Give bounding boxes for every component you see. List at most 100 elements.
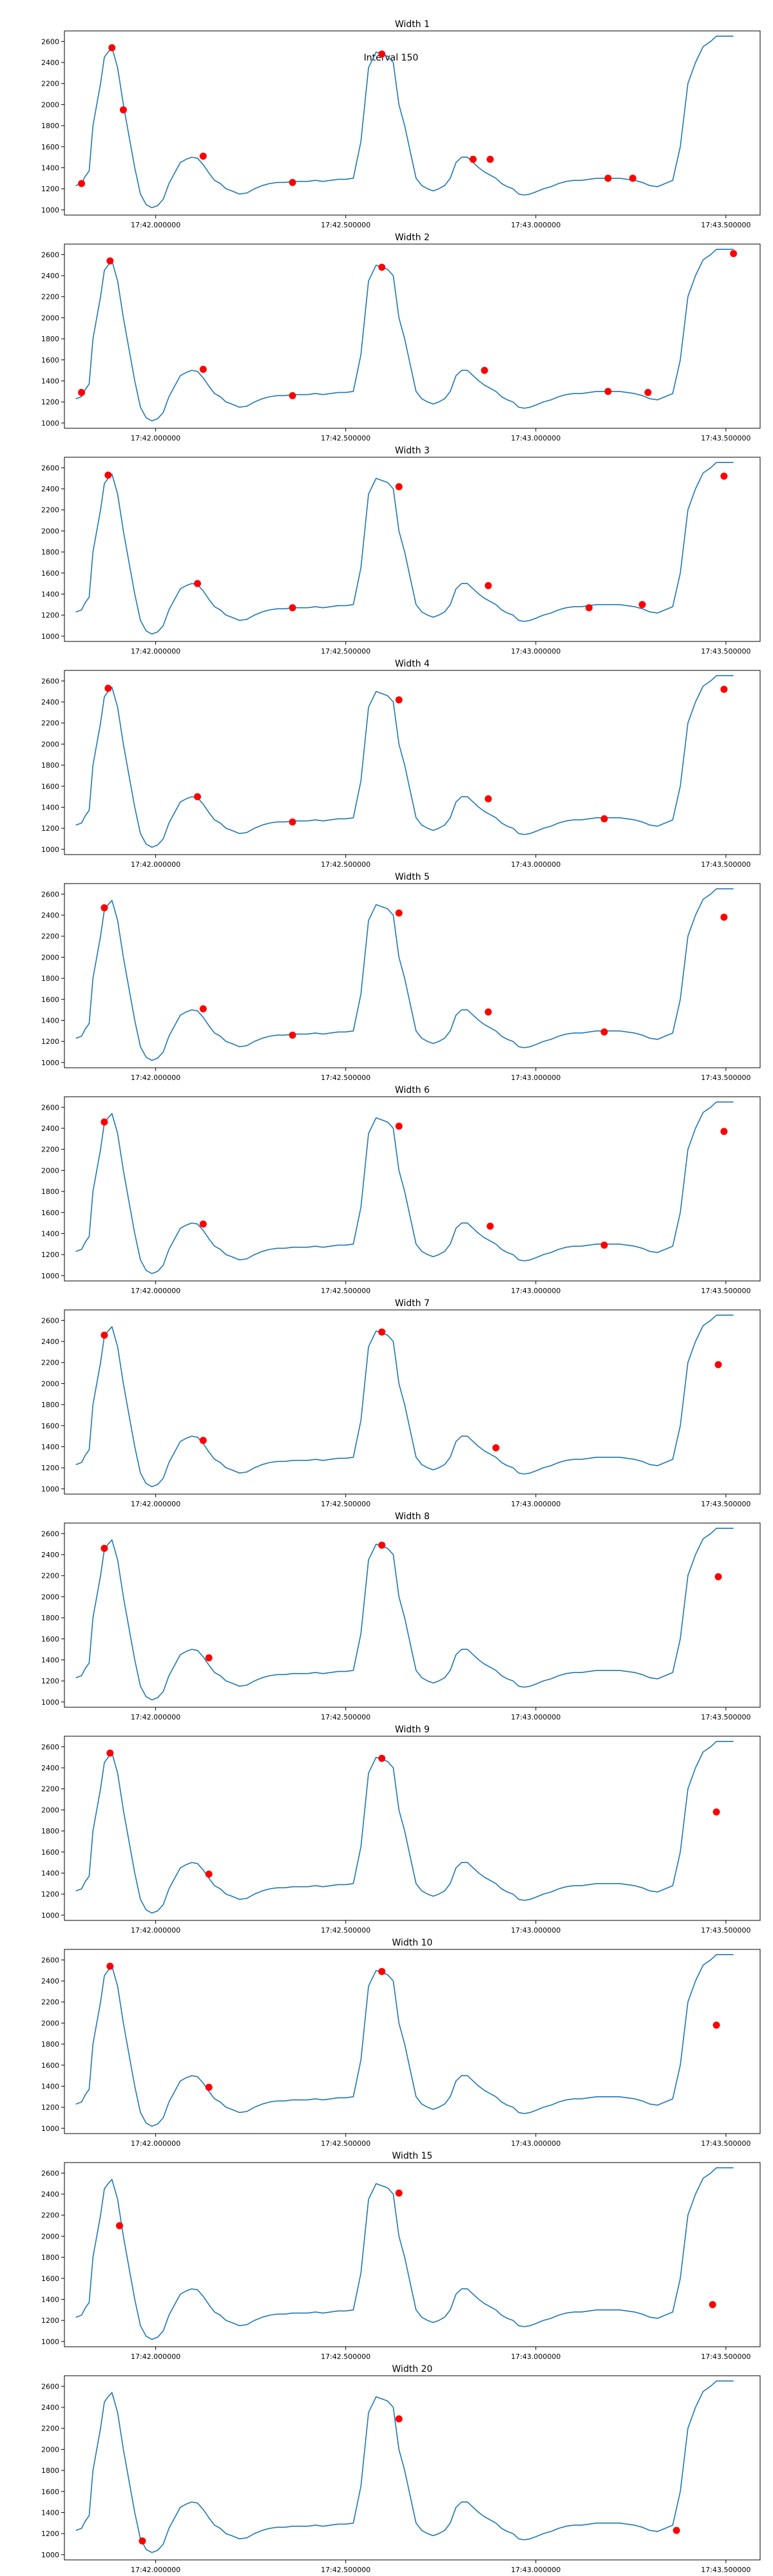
axes-frame bbox=[64, 457, 761, 642]
peak-marker bbox=[673, 2526, 680, 2534]
y-tick-label: 2600 bbox=[41, 251, 59, 259]
panel-12: Width 20 1000 1200 1400 1600 1800 2000 2200 2400… bbox=[41, 2364, 761, 2574]
y-tick-label: 2200 bbox=[41, 1998, 59, 2007]
y-tick-label: 2600 bbox=[41, 37, 59, 46]
axes-frame bbox=[64, 243, 761, 429]
y-tick-label: 2400 bbox=[41, 1977, 59, 1985]
y-tick-label: 1200 bbox=[41, 1464, 59, 1472]
y-tick-label: 2400 bbox=[41, 1124, 59, 1133]
peak-marker bbox=[378, 263, 386, 271]
y-tick-label: 1400 bbox=[41, 1869, 59, 1877]
x-tick-label: 17:43.000000 bbox=[511, 1500, 560, 1508]
x-tick-label: 17:43.000000 bbox=[511, 2353, 560, 2361]
peak-marker bbox=[289, 1031, 296, 1039]
y-tick-label: 2400 bbox=[41, 698, 59, 706]
y-tick-label: 2200 bbox=[41, 1785, 59, 1794]
y-tick-label: 2600 bbox=[41, 2169, 59, 2177]
x-tick-label: 17:42.500000 bbox=[321, 1074, 370, 1082]
x-tick-label: 17:42.000000 bbox=[131, 2139, 180, 2148]
x-tick-label: 17:42.500000 bbox=[321, 1926, 370, 1935]
y-tick-label: 1400 bbox=[41, 2082, 59, 2090]
axes-frame bbox=[64, 1096, 761, 1282]
y-tick-label: 1800 bbox=[41, 2040, 59, 2049]
series-line bbox=[75, 2167, 734, 2340]
y-tick-label: 1400 bbox=[41, 1443, 59, 1451]
y-tick-label: 1400 bbox=[41, 2508, 59, 2517]
y-tick-label: 2400 bbox=[41, 59, 59, 67]
x-tick-label: 17:43.500000 bbox=[701, 1713, 750, 1721]
peak-marker bbox=[484, 1008, 492, 1016]
x-tick-label: 17:43.500000 bbox=[701, 2139, 750, 2148]
y-tick-label: 2600 bbox=[41, 1103, 59, 1112]
axes-frame bbox=[64, 670, 761, 855]
y-tick-label: 1000 bbox=[41, 846, 59, 854]
series-line bbox=[75, 249, 734, 422]
peak-marker bbox=[205, 1870, 213, 1878]
y-tick-label: 1000 bbox=[41, 1272, 59, 1280]
y-tick-label: 2200 bbox=[41, 719, 59, 728]
peak-marker bbox=[378, 50, 386, 58]
panel-6: Width 6 1000 1200 1400 1600 1800 2000 2200 2400 2… bbox=[41, 1085, 761, 1295]
peak-marker bbox=[629, 175, 636, 182]
y-tick-label: 1600 bbox=[41, 356, 59, 365]
series-line bbox=[75, 1741, 734, 1914]
x-tick-label: 17:42.000000 bbox=[131, 1500, 180, 1508]
x-tick-label: 17:42.500000 bbox=[321, 647, 370, 656]
y-tick-label: 1800 bbox=[41, 335, 59, 343]
y-tick-label: 1000 bbox=[41, 632, 59, 641]
y-tick-label: 1800 bbox=[41, 1188, 59, 1196]
peak-marker bbox=[712, 1808, 720, 1816]
y-tick-label: 2400 bbox=[41, 272, 59, 280]
x-tick-label: 17:42.000000 bbox=[131, 2566, 180, 2574]
y-tick-label: 2000 bbox=[41, 2019, 59, 2027]
panel-9: Width 9 1000 1200 1400 1600 1800 2000 2200 2400 2… bbox=[41, 1725, 761, 1935]
y-tick-label: 2200 bbox=[41, 506, 59, 515]
axes-frame bbox=[64, 2375, 761, 2561]
peak-marker bbox=[116, 2222, 124, 2230]
y-tick-label: 2600 bbox=[41, 677, 59, 685]
panel-title: Width 2 bbox=[395, 232, 430, 243]
y-tick-label: 1400 bbox=[41, 803, 59, 811]
peak-marker bbox=[289, 818, 296, 826]
peak-marker bbox=[104, 471, 112, 479]
x-tick-label: 17:42.500000 bbox=[321, 1287, 370, 1295]
y-tick-label: 1600 bbox=[41, 2275, 59, 2283]
y-tick-label: 1000 bbox=[41, 1698, 59, 1707]
axes-frame bbox=[64, 1949, 761, 2134]
peak-marker bbox=[600, 1028, 608, 1036]
x-tick-label: 17:43.000000 bbox=[511, 434, 560, 442]
x-tick-label: 17:43.000000 bbox=[511, 1287, 560, 1295]
y-tick-label: 1600 bbox=[41, 1848, 59, 1857]
x-tick-label: 17:42.500000 bbox=[321, 221, 370, 229]
peak-marker bbox=[106, 1749, 114, 1757]
peak-marker bbox=[638, 601, 646, 609]
panel-10: Width 10 1000 1200 1400 1600 1800 2000 2200 2400… bbox=[41, 1938, 761, 2148]
series-line bbox=[75, 1314, 734, 1488]
peak-marker bbox=[199, 152, 207, 160]
x-tick-label: 17:43.500000 bbox=[701, 860, 750, 869]
y-tick-label: 2000 bbox=[41, 740, 59, 748]
x-tick-label: 17:42.000000 bbox=[131, 860, 180, 869]
series-line bbox=[75, 675, 734, 848]
y-tick-label: 1400 bbox=[41, 590, 59, 598]
y-tick-label: 2400 bbox=[41, 1764, 59, 1772]
series-line bbox=[75, 1528, 734, 1701]
peak-marker bbox=[604, 175, 612, 182]
peak-marker bbox=[100, 1118, 108, 1126]
y-tick-label: 2400 bbox=[41, 1551, 59, 1559]
x-tick-label: 17:42.000000 bbox=[131, 221, 180, 229]
y-tick-label: 2600 bbox=[41, 2382, 59, 2391]
peak-marker bbox=[720, 1128, 728, 1135]
y-tick-label: 2200 bbox=[41, 1359, 59, 1367]
peak-marker bbox=[100, 904, 108, 912]
x-tick-label: 17:43.500000 bbox=[701, 647, 750, 656]
panel-4: Width 4 1000 1200 1400 1600 1800 2000 2200 2400 2… bbox=[41, 659, 761, 869]
x-tick-label: 17:43.000000 bbox=[511, 860, 560, 869]
y-tick-label: 1200 bbox=[41, 611, 59, 620]
y-tick-label: 1200 bbox=[41, 1677, 59, 1685]
y-tick-label: 2000 bbox=[41, 1166, 59, 1175]
x-tick-label: 17:43.500000 bbox=[701, 2353, 750, 2361]
y-tick-label: 1400 bbox=[41, 164, 59, 172]
panel-title: Width 4 bbox=[395, 659, 430, 669]
